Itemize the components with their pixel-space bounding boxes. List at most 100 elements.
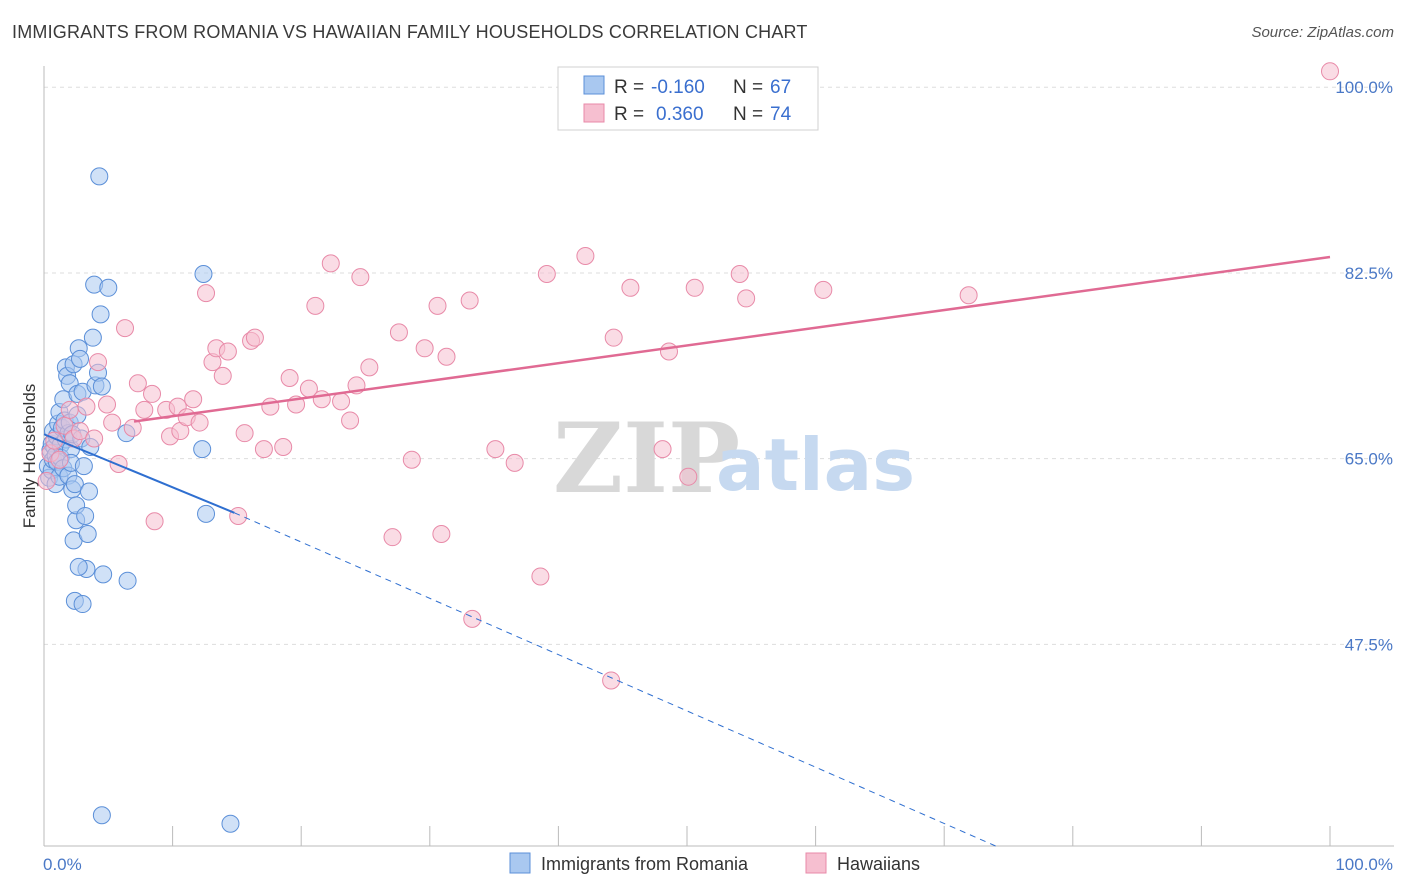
hawaiians-point: [184, 390, 203, 409]
romania-point: [193, 440, 212, 459]
hawaiians-point: [306, 296, 325, 315]
trend-lines: [43, 255, 1331, 847]
hawaiians-point: [537, 265, 556, 283]
hawaiians-point: [197, 284, 216, 303]
hawaiians-point: [60, 400, 79, 419]
hawaiians-point: [659, 342, 678, 361]
legend-n-value: 67: [770, 77, 791, 98]
bottom-legend: Immigrants from Romania Hawaiians: [509, 852, 920, 874]
x-tick-label: 100.0%: [1335, 855, 1393, 874]
legend-r-value: 0.360: [656, 104, 704, 125]
bottom-legend-label-romania: Immigrants from Romania: [541, 854, 749, 874]
hawaiians-point: [351, 268, 370, 287]
romania-point: [197, 504, 216, 523]
hawaiians-point: [679, 467, 698, 486]
chart-title: IMMIGRANTS FROM ROMANIA VS HAWAIIAN FAMI…: [12, 22, 808, 42]
hawaiians-point: [437, 347, 456, 366]
romania-point: [65, 475, 84, 494]
romania-point: [118, 571, 137, 590]
hawaiians-point: [621, 278, 640, 297]
x-tick-label: 0.0%: [43, 855, 82, 874]
legend: R = -0.160 N = 67 R = 0.360 N = 74: [557, 66, 819, 131]
x-tick-labels: 0.0% 100.0%: [43, 855, 1393, 874]
hawaiians-point: [653, 440, 672, 459]
hawaiians-point: [312, 390, 331, 409]
source-label: Source: ZipAtlas.com: [1251, 24, 1394, 41]
hawaiians-point: [1321, 62, 1339, 81]
legend-swatch-romania: [583, 75, 605, 95]
hawaiians-trend-line: [133, 255, 1331, 423]
romania-point: [92, 377, 111, 396]
hawaiians-point: [280, 369, 299, 387]
data-points: [37, 62, 1339, 833]
hawaiians-point: [116, 319, 135, 338]
hawaiians-point: [235, 424, 254, 443]
hawaiians-point: [383, 528, 402, 547]
romania-point: [83, 328, 102, 347]
hawaiians-point: [37, 471, 56, 490]
y-tick-label: 47.5%: [1345, 635, 1393, 654]
hawaiians-point: [360, 358, 379, 377]
y-tick-label: 82.5%: [1345, 264, 1393, 283]
hawaiians-point: [123, 418, 142, 437]
hawaiians-point: [486, 440, 505, 459]
romania-point: [78, 525, 97, 543]
hawaiians-point: [143, 384, 162, 403]
hawaiians-point: [389, 323, 408, 342]
hawaiians-point: [85, 429, 104, 448]
bottom-legend-swatch-hawaiians: [805, 852, 827, 874]
romania-point: [80, 482, 99, 501]
hawaiians-point: [89, 353, 108, 372]
romania-point: [74, 457, 93, 476]
bottom-legend-swatch-romania: [509, 852, 531, 874]
legend-r-value: -0.160: [651, 77, 705, 98]
romania-point: [99, 278, 118, 297]
hawaiians-point: [531, 567, 550, 586]
hawaiians-point: [229, 506, 248, 525]
hawaiians-point: [71, 422, 90, 441]
hawaiians-point: [332, 392, 351, 411]
hawaiians-point: [576, 246, 595, 265]
hawaiians-point: [218, 342, 237, 361]
romania-point: [221, 814, 240, 833]
hawaiians-point: [432, 525, 451, 543]
hawaiians-point: [959, 286, 978, 305]
hawaiians-point: [274, 437, 293, 456]
y-tick-label: 65.0%: [1345, 450, 1393, 469]
hawaiians-point: [190, 413, 209, 432]
hawaiians-point: [77, 397, 96, 416]
hawaiians-point: [685, 278, 704, 297]
hawaiians-point: [460, 291, 479, 310]
romania-point: [69, 557, 88, 576]
hawaiians-point: [98, 395, 117, 414]
romania-trend-line: [43, 433, 235, 514]
legend-n-label: N =: [733, 77, 763, 98]
y-tick-labels: 47.5% 65.0% 82.5% 100.0%: [1335, 78, 1393, 654]
hawaiians-point: [602, 671, 621, 690]
legend-r-label: R =: [614, 77, 644, 98]
y-tick-label: 100.0%: [1335, 78, 1393, 97]
romania-point: [94, 565, 113, 584]
legend-n-label: N =: [733, 104, 763, 125]
hawaiians-point: [415, 339, 434, 358]
hawaiians-point: [254, 440, 273, 459]
romania-point: [76, 506, 95, 525]
watermark-atlas: atlas: [716, 423, 915, 507]
romania-point: [71, 349, 90, 368]
hawaiians-point: [50, 450, 69, 469]
hawaiians-point: [341, 411, 360, 430]
y-axis-label: Family Households: [20, 384, 39, 529]
hawaiians-point: [103, 413, 122, 432]
bottom-legend-label-hawaiians: Hawaiians: [837, 854, 920, 874]
legend-r-label: R =: [614, 104, 644, 125]
hawaiians-point: [128, 374, 147, 393]
hawaiians-point: [730, 265, 749, 283]
hawaiians-point: [402, 450, 421, 469]
hawaiians-point: [428, 296, 447, 315]
hawaiians-point: [505, 453, 524, 472]
grid-lines: [44, 86, 1394, 645]
hawaiians-point: [135, 400, 154, 419]
hawaiians-point: [213, 366, 232, 385]
legend-swatch-hawaiians: [583, 103, 605, 123]
